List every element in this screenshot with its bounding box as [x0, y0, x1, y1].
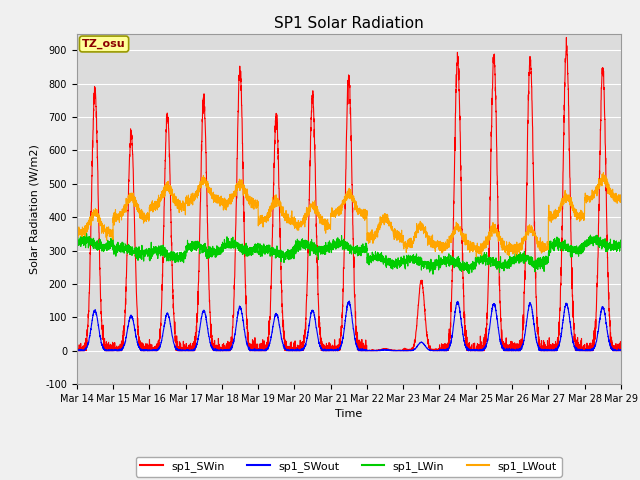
sp1_SWout	[73, 348, 81, 353]
sp1_LWin	[616, 240, 624, 245]
Line: sp1_SWin: sp1_SWin	[77, 37, 621, 350]
sp1_SWin	[502, 345, 509, 350]
sp1_SWout	[329, 348, 337, 353]
sp1_SWin	[563, 35, 570, 40]
X-axis label: Time: Time	[335, 409, 362, 419]
sp1_LWin	[73, 240, 81, 246]
sp1_LWout	[502, 245, 509, 251]
Legend: sp1_SWin, sp1_SWout, sp1_LWin, sp1_LWout: sp1_SWin, sp1_SWout, sp1_LWin, sp1_LWout	[136, 457, 561, 477]
sp1_LWout	[171, 196, 179, 202]
Y-axis label: Solar Radiation (W/m2): Solar Radiation (W/m2)	[29, 144, 40, 274]
Line: sp1_SWout: sp1_SWout	[77, 301, 621, 350]
sp1_LWout	[600, 170, 607, 176]
sp1_LWin	[617, 238, 625, 243]
sp1_SWin	[171, 331, 179, 336]
sp1_LWin	[429, 271, 437, 277]
sp1_LWout	[472, 254, 480, 260]
Line: sp1_LWout: sp1_LWout	[77, 173, 621, 257]
sp1_LWout	[328, 206, 336, 212]
sp1_SWout	[502, 347, 509, 353]
Title: SP1 Solar Radiation: SP1 Solar Radiation	[274, 16, 424, 31]
sp1_SWin	[329, 346, 337, 352]
sp1_SWout	[471, 347, 479, 353]
sp1_LWin	[171, 254, 179, 260]
sp1_LWout	[440, 241, 448, 247]
sp1_SWin	[73, 348, 81, 353]
sp1_LWin	[471, 261, 479, 267]
sp1_LWout	[617, 196, 625, 202]
sp1_SWout	[441, 348, 449, 353]
Line: sp1_LWin: sp1_LWin	[77, 234, 621, 274]
sp1_SWin	[441, 347, 449, 353]
sp1_SWout	[616, 347, 624, 353]
sp1_LWin	[83, 231, 90, 237]
sp1_LWout	[73, 232, 81, 238]
sp1_LWin	[502, 260, 509, 266]
sp1_SWin	[616, 348, 624, 353]
Text: TZ_osu: TZ_osu	[82, 39, 126, 49]
sp1_SWout	[617, 348, 625, 353]
sp1_SWin	[471, 348, 479, 353]
sp1_SWout	[346, 298, 353, 304]
sp1_SWin	[617, 348, 625, 353]
sp1_SWout	[73, 348, 81, 353]
sp1_SWout	[171, 343, 179, 349]
sp1_LWin	[329, 241, 337, 247]
sp1_SWin	[73, 346, 81, 351]
sp1_LWout	[616, 198, 624, 204]
sp1_LWout	[471, 247, 479, 252]
sp1_LWin	[441, 258, 449, 264]
